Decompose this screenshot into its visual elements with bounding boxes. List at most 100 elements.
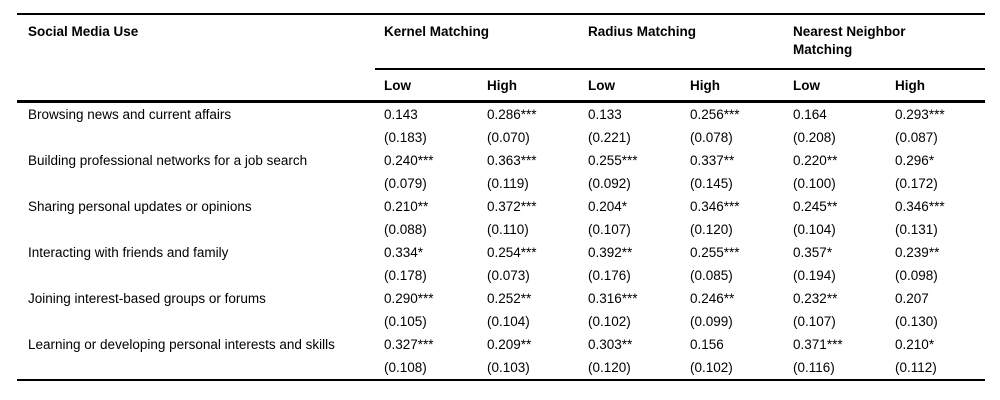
coefficient-cell: 0.245** xyxy=(793,198,838,214)
table-row-standard-errors: (0.178) (0.073) (0.176) (0.085) (0.194) (0.09… xyxy=(17,264,985,287)
row-label: Building professional networks for a job… xyxy=(17,149,375,195)
table-row-coefficients: Sharing personal updates or opinions 0.21… xyxy=(17,195,985,218)
standard-error-cell: (0.107) xyxy=(588,221,631,237)
standard-error-cell: (0.102) xyxy=(588,313,631,329)
coefficient-cell: 0.210** xyxy=(384,198,429,214)
standard-error-cell: (0.105) xyxy=(384,313,427,329)
coefficient-cell: 0.252** xyxy=(487,290,532,306)
subheader-nn-high: High xyxy=(886,69,986,103)
standard-error-cell: (0.079) xyxy=(384,175,427,191)
coefficient-cell: 0.210* xyxy=(895,336,935,352)
standard-error-cell: (0.120) xyxy=(588,359,631,375)
coefficient-cell: 0.246** xyxy=(690,290,735,306)
standard-error-cell: (0.108) xyxy=(384,359,427,375)
standard-error-cell: (0.087) xyxy=(895,129,938,145)
standard-error-cell: (0.183) xyxy=(384,129,427,145)
standard-error-cell: (0.073) xyxy=(487,267,530,283)
group-header-radius-matching: Radius Matching xyxy=(579,14,785,70)
standard-error-cell: (0.088) xyxy=(384,221,427,237)
table-row-coefficients: Joining interest-based groups or forums 0… xyxy=(17,287,985,310)
table-row-standard-errors: (0.105) (0.104) (0.102) (0.099) (0.107) (0.13… xyxy=(17,310,985,333)
coefficient-cell: 0.255*** xyxy=(690,244,740,260)
coefficient-cell: 0.256*** xyxy=(690,106,740,122)
standard-error-cell: (0.145) xyxy=(690,175,733,191)
group-header-nearest-neighbor-matching: Nearest Neighbor Matching xyxy=(784,14,986,70)
row-label-text: Joining interest-based groups or forums xyxy=(28,290,266,306)
coefficient-cell: 0.240*** xyxy=(384,152,434,168)
subheader-radius-low: Low xyxy=(579,69,682,103)
standard-error-cell: (0.208) xyxy=(793,129,836,145)
standard-error-cell: (0.112) xyxy=(895,359,937,375)
standard-error-cell: (0.176) xyxy=(588,267,631,283)
coefficient-cell: 0.239** xyxy=(895,244,940,260)
table-row-coefficients: Interacting with friends and family 0.334… xyxy=(17,241,985,264)
coefficient-cell: 0.327*** xyxy=(384,336,434,352)
table-row-coefficients: Building professional networks for a job… xyxy=(17,149,985,172)
row-label-text: Browsing news and current affairs xyxy=(28,106,232,122)
standard-error-cell: (0.110) xyxy=(487,221,529,237)
standard-error-cell: (0.085) xyxy=(690,267,733,283)
group-header-kernel-matching: Kernel Matching xyxy=(375,14,580,70)
coefficient-cell: 0.133 xyxy=(588,106,622,122)
subheader-nn-low: Low xyxy=(784,69,887,103)
coefficient-cell: 0.346*** xyxy=(690,198,740,214)
row-label-text: Building professional networks for a job… xyxy=(28,152,308,168)
coefficient-cell: 0.363*** xyxy=(487,152,537,168)
standard-error-cell: (0.102) xyxy=(690,359,733,375)
standard-error-cell: (0.130) xyxy=(895,313,938,329)
table-body: Browsing news and current affairs 0.143 0.… xyxy=(17,101,985,380)
table-row-coefficients: Browsing news and current affairs 0.143 0.… xyxy=(17,101,985,126)
coefficient-cell: 0.209** xyxy=(487,336,532,352)
results-table: Social Media Use Kernel Matching Radius … xyxy=(17,13,986,381)
coefficient-cell: 0.207 xyxy=(895,290,929,306)
table-row-coefficients: Learning or developing personal interest… xyxy=(17,333,985,356)
coefficient-cell: 0.296* xyxy=(895,152,935,168)
standard-error-cell: (0.099) xyxy=(690,313,733,329)
subheader-kernel-low: Low xyxy=(375,69,478,103)
coefficient-cell: 0.357* xyxy=(793,244,833,260)
standard-error-cell: (0.103) xyxy=(487,359,530,375)
row-label-text: Learning or developing personal interest… xyxy=(28,336,335,352)
group-header-label: Radius Matching xyxy=(588,24,697,39)
standard-error-cell: (0.092) xyxy=(588,175,631,191)
coefficient-cell: 0.290*** xyxy=(384,290,434,306)
coefficient-cell: 0.371*** xyxy=(793,336,843,352)
coefficient-cell: 0.232** xyxy=(793,290,838,306)
group-header-row: Social Media Use Kernel Matching Radius … xyxy=(17,14,986,103)
row-label: Joining interest-based groups or forums xyxy=(17,287,375,333)
standard-error-cell: (0.116) xyxy=(793,359,835,375)
standard-error-cell: (0.120) xyxy=(690,221,733,237)
standard-error-cell: (0.070) xyxy=(487,129,530,145)
standard-error-cell: (0.098) xyxy=(895,267,938,283)
row-label: Interacting with friends and family xyxy=(17,241,375,287)
row-label-text: Interacting with friends and family xyxy=(28,244,229,260)
group-header-label: Kernel Matching xyxy=(384,24,490,39)
standard-error-cell: (0.104) xyxy=(487,313,530,329)
group-header-label: Nearest Neighbor Matching xyxy=(793,24,906,57)
subheader-kernel-high: High xyxy=(478,69,580,103)
standard-error-cell: (0.131) xyxy=(895,221,938,237)
standard-error-cell: (0.107) xyxy=(793,313,836,329)
standard-error-cell: (0.104) xyxy=(793,221,836,237)
row-label: Browsing news and current affairs xyxy=(17,101,375,149)
table-row-standard-errors: (0.108) (0.103) (0.120) (0.102) (0.116) (0.11… xyxy=(17,356,985,380)
subheader-row: Low High Low High Low High xyxy=(17,69,986,103)
row-label: Learning or developing personal interest… xyxy=(17,333,375,380)
standard-error-cell: (0.172) xyxy=(895,175,938,191)
coefficient-cell: 0.255*** xyxy=(588,152,638,168)
coefficient-cell: 0.372*** xyxy=(487,198,537,214)
coefficient-cell: 0.220** xyxy=(793,152,838,168)
standard-error-cell: (0.119) xyxy=(487,175,529,191)
row-label: Sharing personal updates or opinions xyxy=(17,195,375,241)
coefficient-cell: 0.293*** xyxy=(895,106,945,122)
standard-error-cell: (0.100) xyxy=(793,175,836,191)
coefficient-cell: 0.337** xyxy=(690,152,735,168)
row-label-text: Sharing personal updates or opinions xyxy=(28,198,252,214)
standard-error-cell: (0.194) xyxy=(793,267,836,283)
standard-error-cell: (0.221) xyxy=(588,129,631,145)
coefficient-cell: 0.254*** xyxy=(487,244,537,260)
results-table-wrap: Social Media Use Kernel Matching Radius … xyxy=(17,13,986,381)
coefficient-cell: 0.143 xyxy=(384,106,418,122)
coefficient-cell: 0.392** xyxy=(588,244,633,260)
standard-error-cell: (0.178) xyxy=(384,267,427,283)
